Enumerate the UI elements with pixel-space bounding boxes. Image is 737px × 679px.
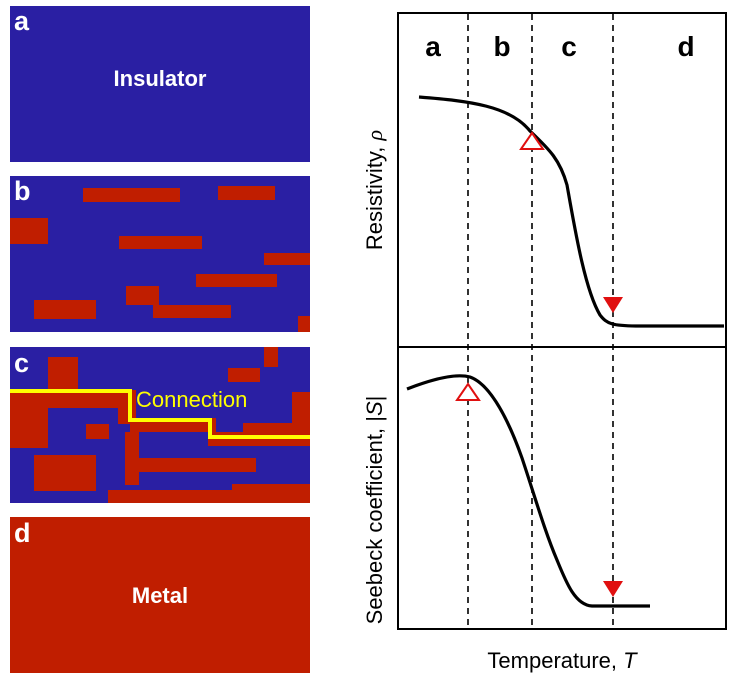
puddle (34, 300, 96, 319)
puddle (153, 305, 231, 318)
puddle (86, 424, 109, 439)
panel-b: b (10, 176, 310, 332)
seebeck-curve (406, 374, 650, 608)
plot: a b c d Resistivity, ρ Seebeck coefficie… (362, 12, 727, 673)
region-labels: a b c d (425, 31, 694, 62)
puddle (292, 392, 310, 432)
panel-a-background (10, 6, 310, 162)
panel-a-title: Insulator (114, 66, 207, 91)
y-label-symbol: S (362, 401, 387, 416)
panel-d: d Metal (10, 517, 310, 673)
puddle (218, 186, 275, 200)
puddle (232, 484, 310, 503)
y-label-main: Seebeck coefficient, | (362, 416, 387, 624)
puddle (119, 236, 202, 249)
puddle (264, 347, 278, 367)
y-axis-label-resistivity: Resistivity, ρ (362, 130, 387, 250)
region-label-a: a (425, 31, 441, 62)
y-label-main: Resistivity, (362, 140, 387, 250)
open-triangle-marker (519, 131, 545, 150)
puddle (48, 357, 78, 390)
panel-c: Connection c (10, 347, 310, 503)
open-triangle-marker (455, 382, 481, 401)
puddle (264, 253, 310, 265)
filled-triangle-marker (603, 297, 623, 313)
panel-a-letter: a (14, 6, 30, 36)
x-label-symbol: T (623, 648, 638, 673)
puddle (138, 458, 256, 472)
region-label-b: b (493, 31, 510, 62)
y-axis-label-seebeck: Seebeck coefficient, |S| (362, 396, 387, 625)
plot-frame (397, 12, 727, 630)
x-axis-label: Temperature, T (487, 648, 638, 673)
filled-triangle-marker (603, 581, 623, 597)
y-label-end: | (362, 396, 387, 402)
panel-d-letter: d (14, 518, 31, 548)
connection-path (10, 389, 310, 439)
y-label-symbol: ρ (362, 130, 387, 142)
puddle (10, 390, 130, 408)
puddle (298, 316, 310, 332)
puddle (228, 368, 260, 382)
puddle (108, 490, 236, 503)
connection-label: Connection (136, 387, 247, 412)
region-boundaries (467, 14, 614, 628)
region-label-c: c (561, 31, 577, 62)
puddle (125, 432, 139, 485)
resistivity-curve (418, 95, 724, 328)
transition-markers (455, 131, 623, 597)
x-label-main: Temperature, (487, 648, 623, 673)
panel-a: a Insulator (10, 6, 310, 162)
puddle (243, 423, 310, 432)
panel-d-background (10, 517, 310, 673)
puddle (126, 286, 159, 305)
panel-d-title: Metal (132, 583, 188, 608)
region-label-d: d (677, 31, 694, 62)
puddle (34, 455, 96, 491)
puddle (196, 274, 277, 287)
puddle (10, 218, 48, 244)
panel-b-letter: b (14, 176, 31, 206)
puddle (83, 188, 180, 202)
panel-c-letter: c (14, 348, 29, 378)
metallic-puddles (10, 186, 310, 332)
